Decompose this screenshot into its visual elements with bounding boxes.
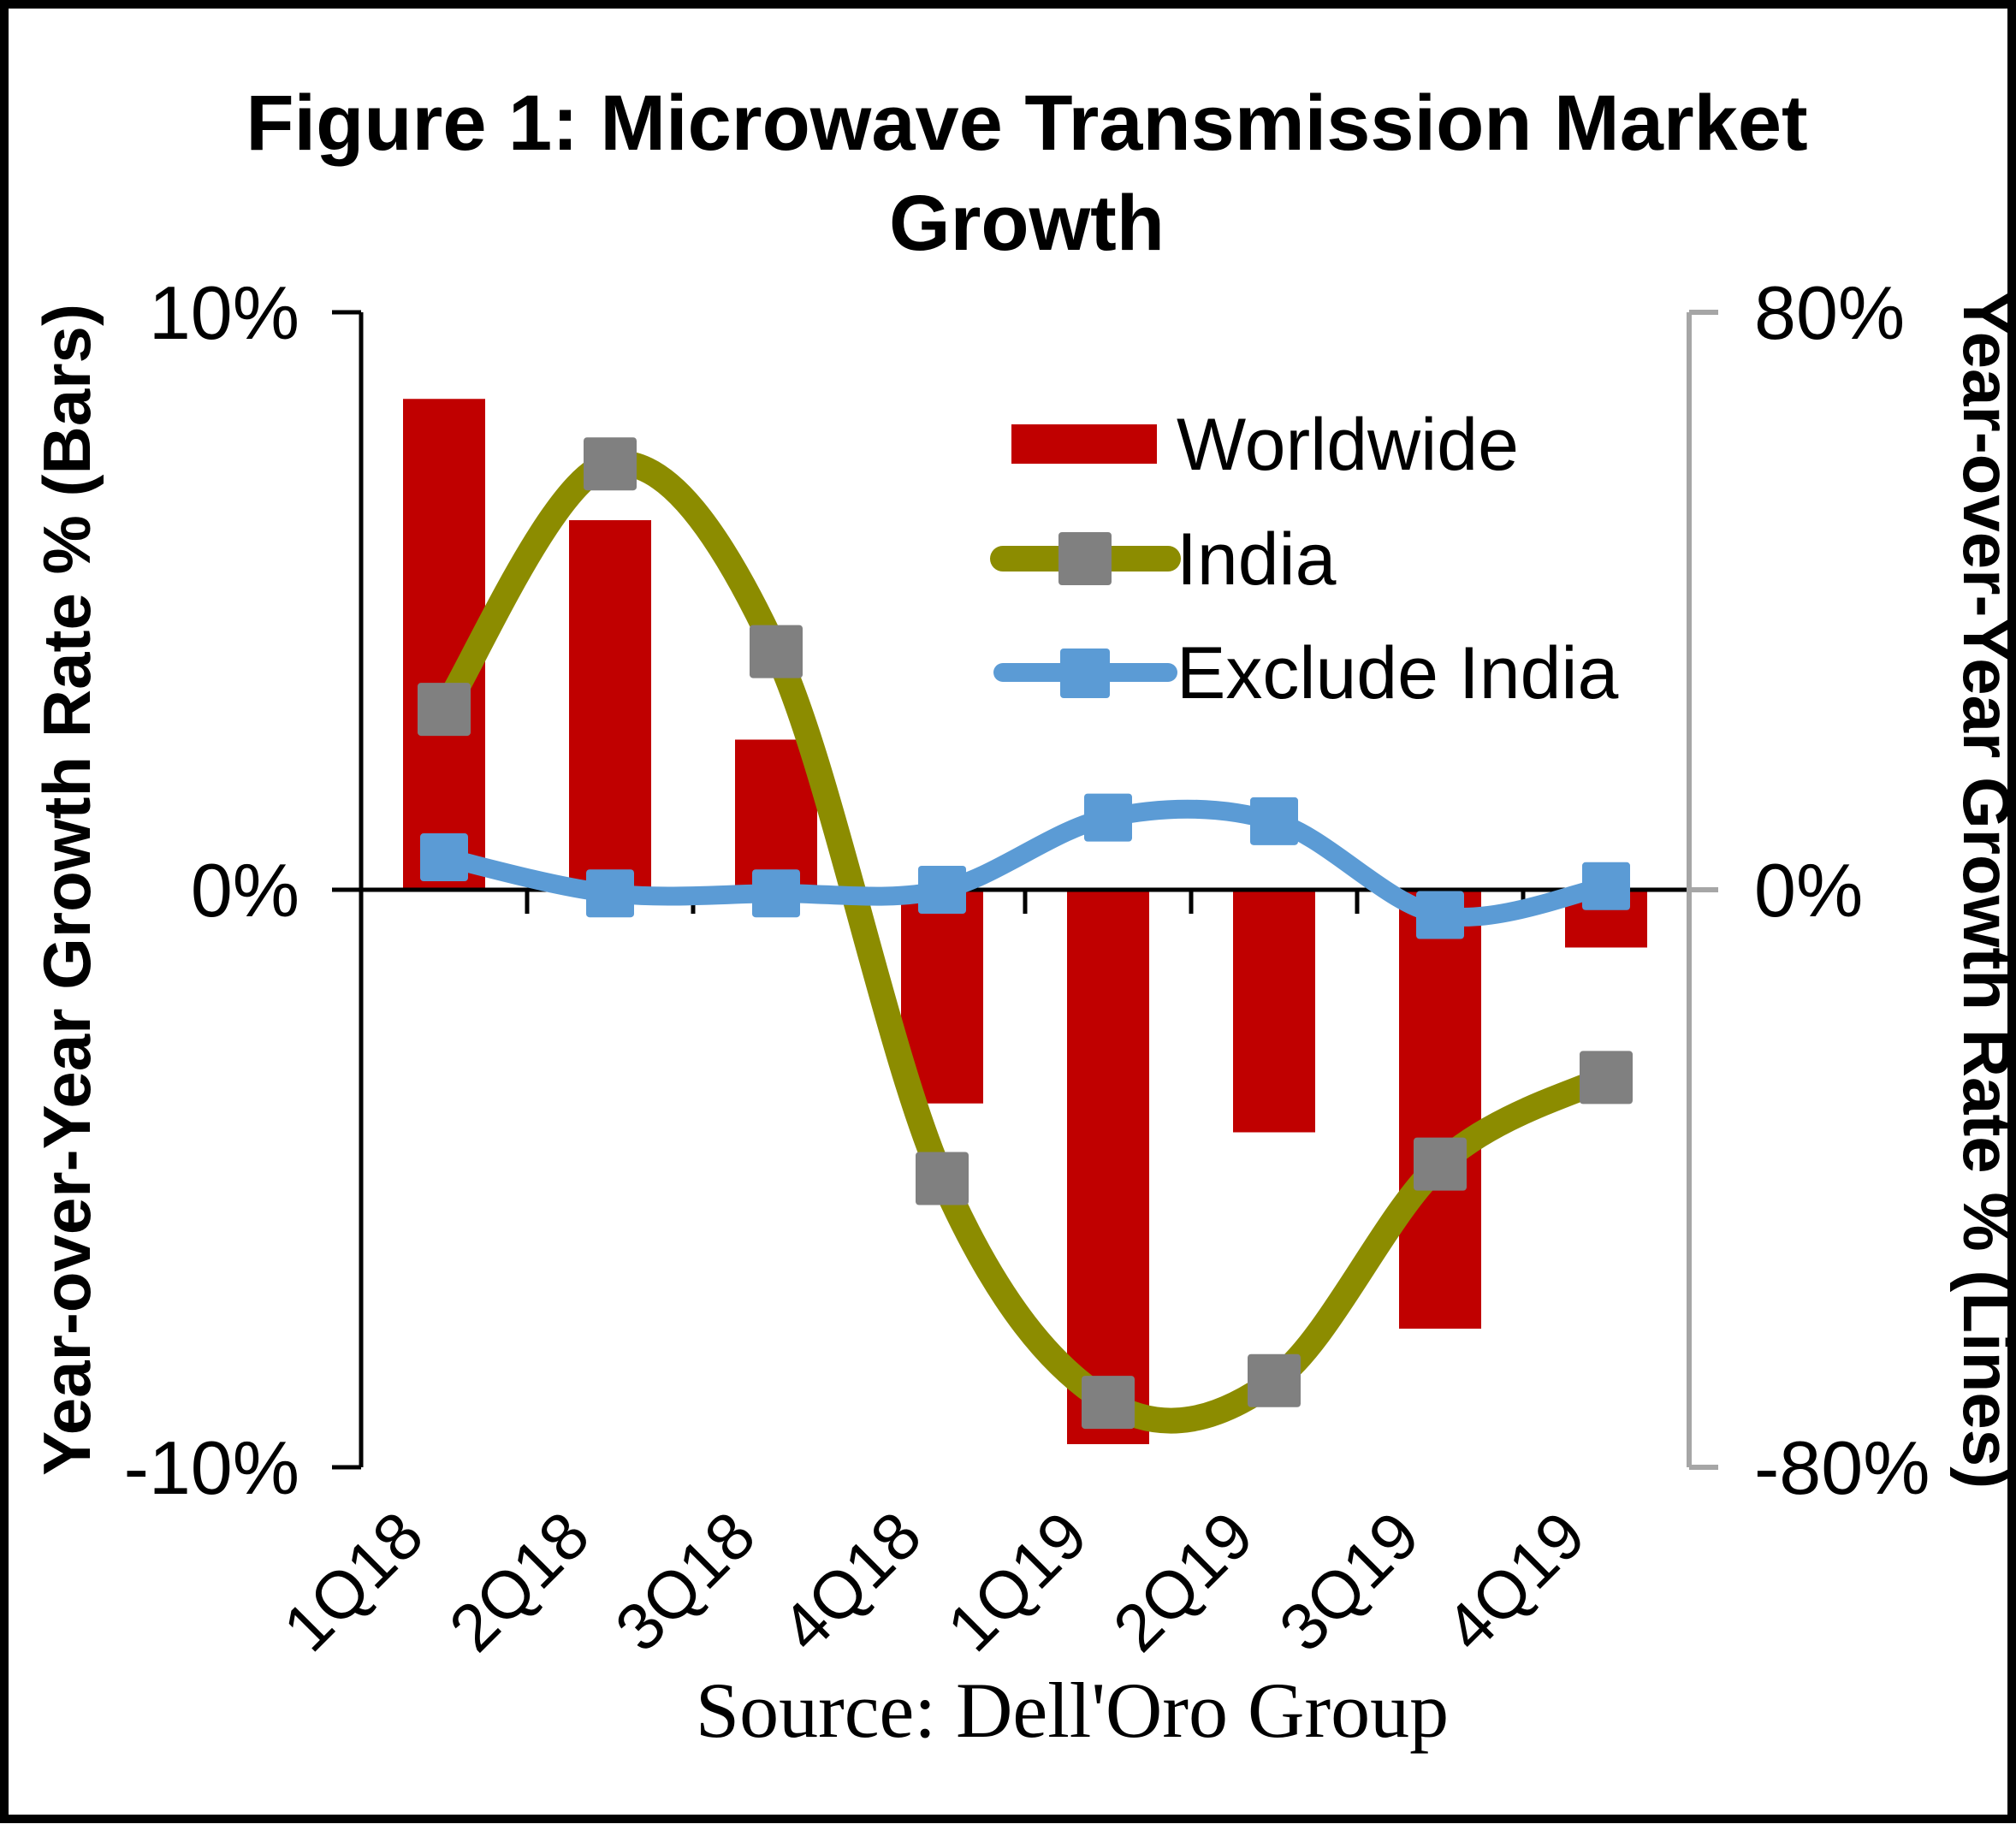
left-axis-tick-10: 10% — [149, 270, 299, 355]
marker-india-4Q18 — [916, 1152, 969, 1205]
marker-india-1Q19 — [1082, 1376, 1135, 1430]
x-axis-label-2Q18: 2Q18 — [435, 1497, 603, 1666]
legend-label-exclude-india: Exclude India — [1177, 632, 1619, 714]
x-axis-label-4Q18: 4Q18 — [767, 1497, 935, 1666]
source-caption: Source: Dell'Oro Group — [696, 1667, 1449, 1754]
x-axis-label-1Q18: 1Q18 — [269, 1497, 437, 1666]
x-axis-label-3Q18: 3Q18 — [601, 1497, 769, 1666]
bar-worldwide-2Q19 — [1233, 890, 1315, 1133]
bar-worldwide-1Q19 — [1067, 890, 1149, 1444]
marker-exclude-india-2Q19 — [1250, 797, 1298, 845]
right-axis-tick-0: 0% — [1754, 848, 1863, 933]
marker-exclude-india-3Q19 — [1416, 891, 1464, 939]
legend-label-india: India — [1177, 518, 1337, 601]
legend-marker-exclude-india — [1060, 649, 1110, 698]
x-axis-label-1Q19: 1Q19 — [933, 1497, 1101, 1666]
marker-exclude-india-4Q18 — [918, 866, 966, 914]
marker-india-4Q19 — [1580, 1051, 1633, 1105]
left-axis-tick-neg10: -10% — [124, 1425, 299, 1510]
left-axis-tick-0: 0% — [191, 848, 299, 933]
legend-label-worldwide: Worldwide — [1177, 404, 1519, 486]
right-axis-tick-80: 80% — [1754, 270, 1905, 355]
marker-india-1Q18 — [418, 683, 471, 737]
marker-india-2Q19 — [1248, 1353, 1301, 1407]
x-axis-label-3Q19: 3Q19 — [1265, 1497, 1433, 1666]
marker-exclude-india-2Q18 — [586, 869, 634, 918]
bar-worldwide-3Q18 — [735, 739, 817, 890]
marker-exclude-india-3Q18 — [752, 869, 800, 918]
chart-title-line2: Growth — [889, 180, 1165, 267]
chart-title-line1: Figure 1: Microwave Transmission Market — [246, 80, 1807, 167]
bar-worldwide-2Q18 — [569, 520, 651, 890]
combo-chart: Figure 1: Microwave Transmission Market … — [29, 80, 2016, 1754]
bar-worldwide-3Q19 — [1399, 890, 1481, 1329]
legend-swatch-worldwide — [1011, 424, 1157, 464]
x-axis-label-4Q19: 4Q19 — [1431, 1497, 1599, 1666]
x-axis-label-2Q19: 2Q19 — [1099, 1497, 1267, 1666]
marker-india-2Q18 — [584, 437, 637, 491]
marker-exclude-india-4Q19 — [1582, 862, 1630, 910]
marker-india-3Q19 — [1414, 1137, 1467, 1191]
legend-marker-india — [1058, 532, 1112, 585]
right-axis-title: Year-over-Year Growth Rate % (Lines) — [1949, 291, 2016, 1489]
marker-exclude-india-1Q18 — [420, 833, 468, 882]
left-axis-title: Year-over-Year Growth Rate % (Bars) — [29, 304, 104, 1476]
legend: Worldwide India Exclude India — [990, 404, 1619, 714]
right-axis-tick-neg80: -80% — [1754, 1425, 1930, 1510]
marker-exclude-india-1Q19 — [1084, 793, 1132, 842]
marker-india-3Q18 — [750, 625, 803, 678]
